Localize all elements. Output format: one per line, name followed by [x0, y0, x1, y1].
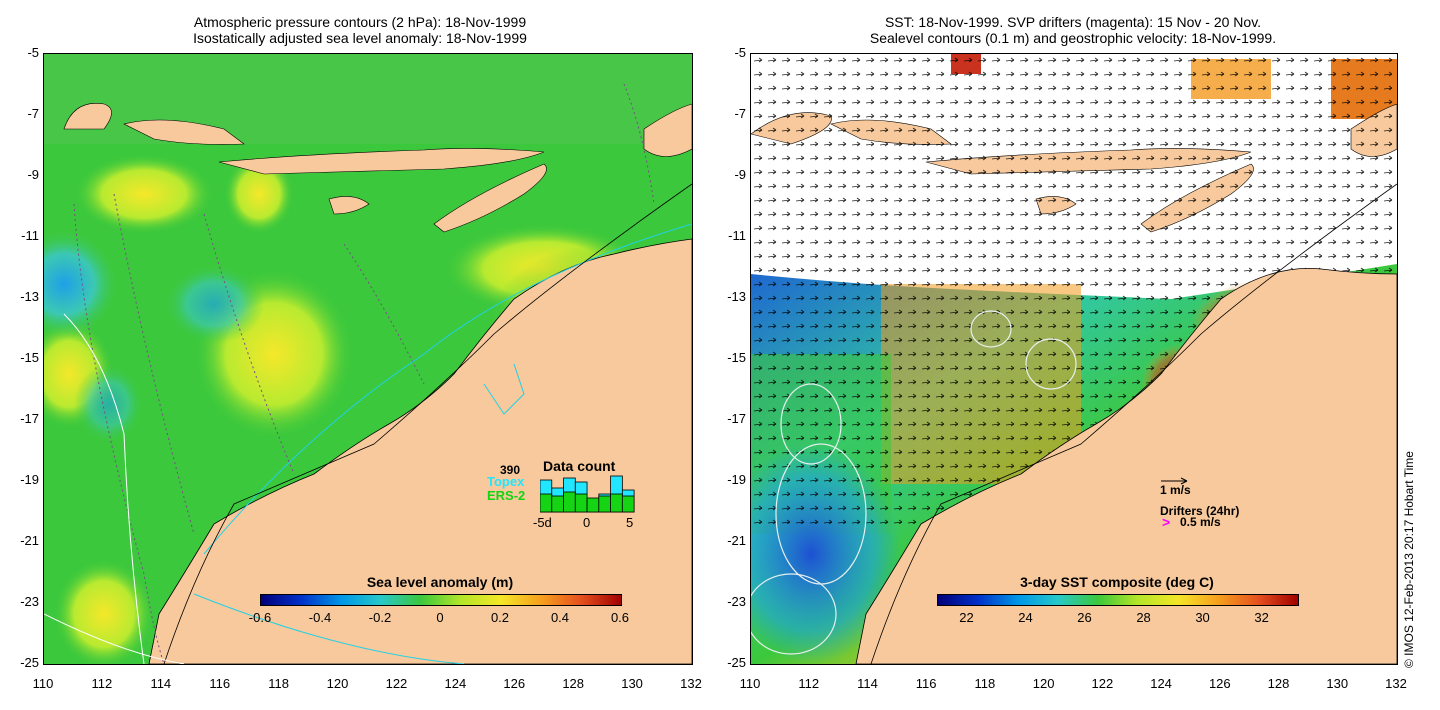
- data-count-axis-label: 0: [583, 515, 591, 530]
- ers2-count-bar: [586, 497, 600, 513]
- left-colorbar: [260, 594, 622, 606]
- data-count-axis-label: -5d: [533, 515, 552, 530]
- y-tick-label: -11: [728, 228, 746, 243]
- x-tick-label: 126: [503, 676, 526, 691]
- data-count-title: Data count: [543, 458, 616, 474]
- x-tick-label: 122: [385, 676, 408, 691]
- y-tick-label: -5: [27, 45, 39, 60]
- ers2-count-bar: [563, 491, 576, 513]
- x-tick-label: 124: [1150, 676, 1172, 691]
- colorbar-tick-label: 26: [1077, 610, 1092, 625]
- x-tick-label: 132: [680, 676, 702, 691]
- velocity-scale-label: 1 m/s: [1160, 483, 1191, 497]
- y-tick-label: -25: [727, 655, 746, 670]
- y-tick-label: -5: [734, 45, 746, 60]
- right-title-line2: Sealevel contours (0.1 m) and geostrophi…: [869, 30, 1277, 46]
- y-tick-label: -13: [20, 289, 39, 304]
- right-title-line1: SST: 18-Nov-1999. SVP drifters (magenta)…: [884, 14, 1262, 30]
- colorbar-tick-label: 0.6: [610, 610, 630, 625]
- drifter-legend-title: Drifters (24hr): [1160, 504, 1240, 518]
- colorbar-tick-label: -0.2: [368, 610, 392, 625]
- x-tick-label: 120: [1032, 676, 1055, 691]
- x-tick-label: 112: [91, 676, 113, 691]
- x-tick-label: 122: [1091, 676, 1114, 691]
- x-tick-label: 132: [1385, 676, 1407, 691]
- colorbar-tick-label: 0: [436, 610, 444, 625]
- colorbar-tick-label: 22: [959, 610, 974, 625]
- credit-text: © IMOS 12-Feb-2013 20:17 Hobart Time: [1402, 451, 1416, 668]
- left-title-line2: Isostatically adjusted sea level anomaly…: [193, 30, 527, 46]
- ers2-label: ERS-2: [487, 488, 526, 503]
- right-colorbar: [937, 594, 1299, 606]
- x-tick-label: 114: [150, 676, 172, 691]
- y-tick-label: -9: [27, 167, 39, 182]
- y-tick-label: -11: [21, 228, 39, 243]
- x-tick-label: 128: [562, 676, 585, 691]
- right-colorbar-title: 3-day SST composite (deg C): [1020, 574, 1214, 590]
- x-tick-label: 116: [209, 676, 231, 691]
- y-tick-label: -17: [727, 411, 746, 426]
- drifter-legend-arrow-icon: >: [1162, 514, 1171, 530]
- y-tick-label: -15: [727, 350, 746, 365]
- sst-field: [751, 54, 1397, 664]
- y-tick-label: -23: [727, 594, 746, 609]
- ers2-count-bar: [621, 495, 635, 513]
- x-tick-label: 112: [798, 676, 820, 691]
- colorbar-tick-label: 32: [1254, 610, 1269, 625]
- y-tick-label: -9: [734, 167, 746, 182]
- y-tick-label: -7: [734, 106, 746, 121]
- ers2-count-bar: [574, 493, 588, 513]
- y-tick-label: -25: [20, 655, 39, 670]
- colorbar-tick-label: 0.2: [490, 610, 510, 625]
- sea-level-anomaly-field: [44, 54, 692, 664]
- x-tick-label: 124: [444, 676, 467, 691]
- x-tick-label: 126: [1208, 676, 1231, 691]
- drifter-legend-value: 0.5 m/s: [1180, 515, 1221, 529]
- data-count-histogram: [540, 475, 635, 513]
- y-tick-label: -23: [20, 594, 39, 609]
- ers2-count-bar: [598, 495, 611, 513]
- left-colorbar-title: Sea level anomaly (m): [366, 574, 514, 590]
- colorbar-tick-label: 24: [1018, 610, 1033, 625]
- ers2-count-bar: [610, 493, 623, 513]
- colorbar-tick-label: 30: [1195, 610, 1210, 625]
- ers2-count-bar: [540, 493, 553, 513]
- y-tick-label: -17: [20, 411, 39, 426]
- y-tick-label: -19: [20, 472, 39, 487]
- left-title-line1: Atmospheric pressure contours (2 hPa): 1…: [193, 14, 527, 30]
- x-tick-label: 114: [857, 676, 878, 691]
- colorbar-tick-label: 28: [1136, 610, 1151, 625]
- left-sea-level-map: [43, 53, 693, 665]
- x-tick-label: 110: [739, 676, 761, 691]
- y-tick-label: -21: [20, 533, 39, 548]
- right-sst-map: [750, 53, 1398, 665]
- y-tick-label: -21: [727, 533, 746, 548]
- x-tick-label: 130: [621, 676, 643, 691]
- data-count-number: 390: [500, 463, 521, 477]
- x-tick-label: 110: [32, 676, 54, 691]
- colorbar-tick-label: -0.6: [248, 610, 272, 625]
- y-tick-label: -7: [27, 106, 39, 121]
- y-tick-label: -15: [20, 350, 39, 365]
- data-count-axis-label: 5: [626, 515, 634, 530]
- x-tick-label: 116: [915, 676, 937, 691]
- y-tick-label: -13: [727, 289, 746, 304]
- x-tick-label: 118: [974, 676, 996, 691]
- x-tick-label: 128: [1267, 676, 1290, 691]
- x-tick-label: 130: [1326, 676, 1349, 691]
- x-tick-label: 118: [268, 676, 289, 691]
- colorbar-tick-label: 0.4: [550, 610, 570, 625]
- ers2-count-bar: [551, 495, 564, 513]
- colorbar-tick-label: -0.4: [308, 610, 332, 625]
- x-tick-label: 120: [326, 676, 349, 691]
- topex-label: Topex: [487, 474, 525, 489]
- y-tick-label: -19: [727, 472, 746, 487]
